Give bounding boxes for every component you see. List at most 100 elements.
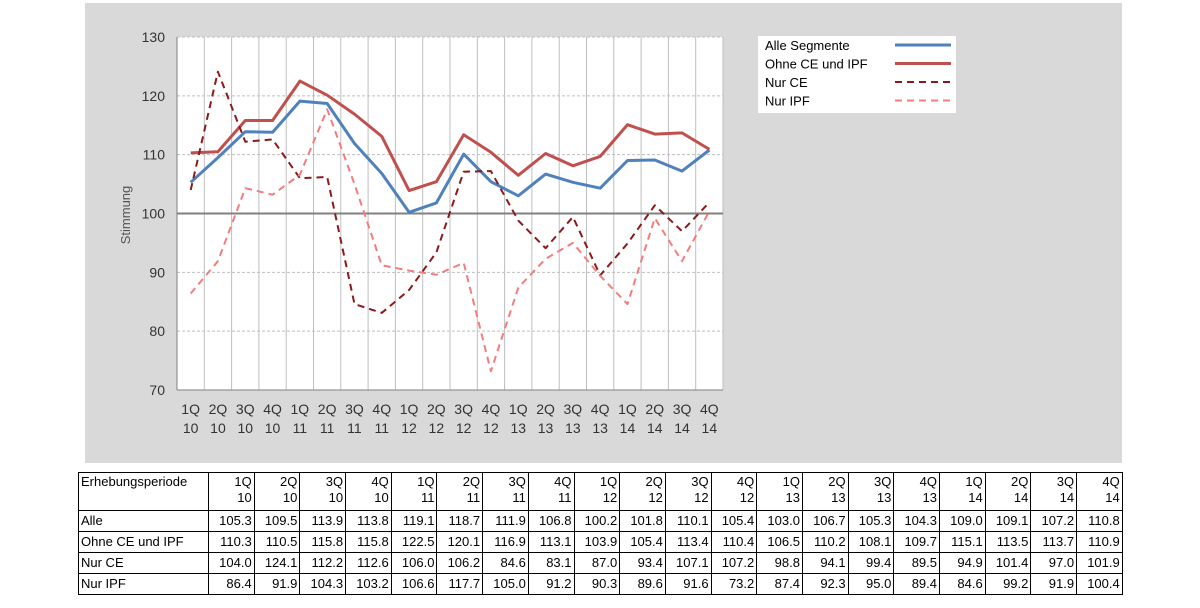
table-header-cell: 2Q 13 xyxy=(801,472,849,511)
table-header-quarter: 2Q xyxy=(462,474,481,489)
table-cell: 110.8 xyxy=(1076,510,1123,532)
table-cell: 106.5 xyxy=(756,531,803,553)
table-header-year: 14 xyxy=(1105,490,1120,505)
table-cell: 113.9 xyxy=(299,510,347,532)
line-chart: 70 80 90 100 110 120 130 1Q 10 2Q 10 3Q 10 4Q 10 1Q 11 2… xyxy=(118,29,956,436)
table-cell: 103.0 xyxy=(756,510,803,532)
x-tick-label-year: 14 xyxy=(647,420,663,436)
table-cell: 118.7 xyxy=(436,510,484,532)
table-header-quarter: 3Q xyxy=(873,474,892,489)
x-tick-label-quarter: 4Q xyxy=(700,401,719,417)
table-cell: 104.0 xyxy=(208,552,255,574)
table-cell: 116.9 xyxy=(482,531,529,553)
table-cell: 84.6 xyxy=(939,573,986,595)
table-header-cell: 3Q 11 xyxy=(482,472,529,511)
y-tick-label: 90 xyxy=(149,264,165,280)
table-header-quarter: 2Q xyxy=(1011,474,1029,489)
table-cell: 95.0 xyxy=(847,573,895,595)
y-tick-label: 120 xyxy=(142,88,166,104)
x-tick-label-quarter: 3Q xyxy=(564,401,583,417)
table-cell: 111.9 xyxy=(482,510,529,532)
table-cell: 109.0 xyxy=(939,510,986,532)
x-tick-label-year: 13 xyxy=(538,420,554,436)
x-tick-label-year: 12 xyxy=(483,420,499,436)
table-cell: 110.3 xyxy=(208,531,255,553)
table-cell: 100.2 xyxy=(573,510,621,532)
y-tick-label: 70 xyxy=(149,382,165,398)
table-cell: 113.1 xyxy=(527,531,575,553)
table-cell: 86.4 xyxy=(208,573,255,595)
x-tick-label-year: 13 xyxy=(565,420,581,436)
x-tick-label-quarter: 4Q xyxy=(263,401,282,417)
series-line-2 xyxy=(189,70,711,314)
table-cell: 89.6 xyxy=(619,573,666,595)
x-tick-label-quarter: 3Q xyxy=(673,401,692,417)
x-tick-label-quarter: 2Q xyxy=(209,401,228,417)
table-header-year: 14 xyxy=(1013,490,1029,505)
table-header-year: 12 xyxy=(648,490,663,505)
table-header-quarter: 4Q xyxy=(554,474,572,489)
legend-label: Nur IPF xyxy=(765,94,810,109)
table-cell: 93.4 xyxy=(619,552,666,574)
x-tick-label-quarter: 4Q xyxy=(482,401,501,417)
x-tick-label-quarter: 2Q xyxy=(318,401,337,417)
x-tick-label-year: 12 xyxy=(456,420,472,436)
table-cell: 90.3 xyxy=(573,573,621,595)
table-cell: 105.3 xyxy=(847,510,895,532)
table-header-cell: 3Q 12 xyxy=(664,472,712,511)
table-row-label: Alle xyxy=(78,510,209,532)
table-header-quarter: 1Q xyxy=(965,474,983,489)
table-cell: 103.2 xyxy=(345,573,392,595)
table-cell: 98.8 xyxy=(756,552,803,574)
table-cell: 113.8 xyxy=(345,510,392,532)
table-header-year: 13 xyxy=(876,490,892,505)
y-axis-title: Stimmung xyxy=(118,186,133,245)
table-header-quarter: 2Q xyxy=(280,474,298,489)
table-header-cell: 1Q 13 xyxy=(756,472,803,511)
table-header-quarter: 3Q xyxy=(508,474,526,489)
series-line-0 xyxy=(189,99,711,214)
table-header-cell: 2Q 14 xyxy=(984,472,1032,511)
table-cell: 109.1 xyxy=(984,510,1032,532)
x-tick-label-year: 11 xyxy=(374,420,389,436)
table-header-year: 12 xyxy=(739,490,755,505)
table-cell: 108.1 xyxy=(847,531,895,553)
table-cell: 107.2 xyxy=(1030,510,1078,532)
table-header-cell: 4Q 13 xyxy=(893,472,940,511)
table-row: Ohne CE und IPF 110.3 110.5 115.8 115.8 122.5… xyxy=(78,531,1123,553)
x-tick-label-quarter: 3Q xyxy=(454,401,473,417)
table-cell: 106.0 xyxy=(390,552,438,574)
series-line-1 xyxy=(190,79,711,193)
table-cell: 83.1 xyxy=(527,552,575,574)
table-cell: 100.4 xyxy=(1076,573,1123,595)
x-tick-label-quarter: 1Q xyxy=(291,401,310,417)
x-tick-label-year: 10 xyxy=(237,420,253,436)
table-header-year: 14 xyxy=(1059,490,1075,505)
x-tick-label-year: 12 xyxy=(429,420,445,436)
x-axis: 1Q 10 2Q 10 3Q 10 4Q 10 1Q 11 2Q 11 3Q 11 4Q 11 1Q 12 2Q 12… xyxy=(181,401,718,436)
table-cell: 122.5 xyxy=(390,531,438,553)
table-header-quarter: 3Q xyxy=(691,474,709,489)
y-tick-label: 100 xyxy=(142,206,166,222)
table-cell: 97.0 xyxy=(1030,552,1078,574)
table-cell: 112.6 xyxy=(345,552,392,574)
x-tick-label-quarter: 1Q xyxy=(618,401,637,417)
table-cell: 87.4 xyxy=(756,573,803,595)
table-cell: 87.0 xyxy=(573,552,621,574)
y-axis: 70 80 90 100 110 120 130 xyxy=(142,29,166,398)
table-header-year: 11 xyxy=(512,490,526,505)
table-cell: 104.3 xyxy=(299,573,347,595)
table-cell: 101.4 xyxy=(984,552,1032,574)
table-cell: 104.3 xyxy=(893,510,940,532)
table-cell: 106.8 xyxy=(527,510,575,532)
table-header-quarter: 4Q xyxy=(919,474,937,489)
table-cell: 73.2 xyxy=(710,573,758,595)
table-header-quarter: 1Q xyxy=(599,474,618,489)
table-header-year: 14 xyxy=(968,490,983,505)
table-cell: 103.9 xyxy=(573,531,621,553)
table-header-label: Erhebungsperiode xyxy=(78,472,209,511)
table-cell: 94.9 xyxy=(939,552,986,574)
table-cell: 110.5 xyxy=(253,531,301,553)
table-cell: 124.1 xyxy=(253,552,301,574)
table-cell: 105.4 xyxy=(619,531,666,553)
